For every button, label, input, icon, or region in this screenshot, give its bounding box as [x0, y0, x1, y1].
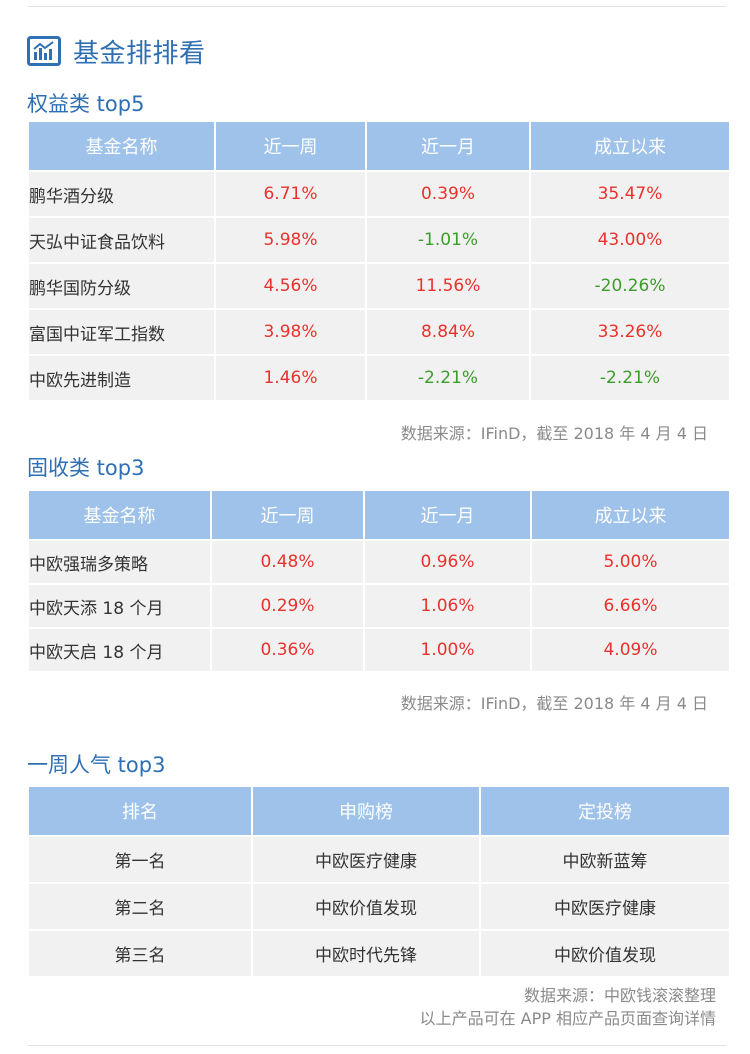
rank-label: 第一名	[29, 837, 251, 882]
popularity-data-source: 数据来源：中欧钱滚滚整理	[523, 986, 716, 1005]
column-header-since-inception: 成立以来	[531, 122, 729, 170]
equity-table: 基金名称 近一周 近一月 成立以来 鹏华酒分级 6.71% 0.39% 35.4…	[27, 120, 731, 402]
week-return: 5.98%	[216, 218, 365, 262]
bottom-divider	[28, 1045, 726, 1046]
month-return: 1.00%	[365, 629, 530, 671]
month-return: -2.21%	[367, 356, 529, 400]
fixed-income-table: 基金名称 近一周 近一月 成立以来 中欧强瑞多策略 0.48% 0.96% 5.…	[27, 489, 731, 673]
month-return: 0.96%	[365, 541, 530, 583]
table-row: 中欧天添 18 个月 0.29% 1.06% 6.66%	[29, 585, 729, 627]
fund-name: 富国中证军工指数	[29, 310, 214, 354]
since-inception-return: 33.26%	[531, 310, 729, 354]
table-row: 中欧先进制造 1.46% -2.21% -2.21%	[29, 356, 729, 400]
table-row: 中欧强瑞多策略 0.48% 0.96% 5.00%	[29, 541, 729, 583]
sip-fund: 中欧新蓝筹	[481, 837, 729, 882]
since-inception-return: 43.00%	[531, 218, 729, 262]
month-return: -1.01%	[367, 218, 529, 262]
column-header-rank: 排名	[29, 787, 251, 835]
week-return: 0.48%	[212, 541, 363, 583]
since-inception-return: -2.21%	[531, 356, 729, 400]
sip-fund: 中欧医疗健康	[481, 884, 729, 929]
column-header-since-inception: 成立以来	[532, 491, 729, 539]
column-header-month: 近一月	[365, 491, 530, 539]
column-header-purchase-ranking: 申购榜	[253, 787, 479, 835]
fund-name: 鹏华酒分级	[29, 172, 214, 216]
page-title: 基金排排看	[73, 38, 206, 69]
week-return: 4.56%	[216, 264, 365, 308]
purchase-fund: 中欧医疗健康	[253, 837, 479, 882]
column-header-fund-name: 基金名称	[29, 491, 210, 539]
week-return: 0.29%	[212, 585, 363, 627]
column-header-fund-name: 基金名称	[29, 122, 214, 170]
since-inception-return: 6.66%	[532, 585, 729, 627]
month-return: 8.84%	[367, 310, 529, 354]
fund-name: 中欧天启 18 个月	[29, 629, 210, 671]
top-divider	[28, 6, 726, 7]
column-header-week: 近一周	[212, 491, 363, 539]
table-row: 第一名 中欧医疗健康 中欧新蓝筹	[29, 837, 729, 882]
fund-name: 中欧强瑞多策略	[29, 541, 210, 583]
since-inception-return: 4.09%	[532, 629, 729, 671]
column-header-week: 近一周	[216, 122, 365, 170]
availability-note: 以上产品可在 APP 相应产品页面查询详情	[419, 1009, 716, 1028]
popularity-section-title: 一周人气 top3	[27, 753, 166, 777]
since-inception-return: 35.47%	[531, 172, 729, 216]
equity-section-title: 权益类 top5	[27, 92, 145, 116]
table-row: 第三名 中欧时代先锋 中欧价值发现	[29, 931, 729, 976]
popularity-table: 排名 申购榜 定投榜 第一名 中欧医疗健康 中欧新蓝筹 第二名 中欧价值发现 中…	[27, 785, 731, 978]
popularity-header-row: 排名 申购榜 定投榜	[29, 787, 729, 835]
rank-label: 第二名	[29, 884, 251, 929]
column-header-sip-ranking: 定投榜	[481, 787, 729, 835]
table-row: 鹏华国防分级 4.56% 11.56% -20.26%	[29, 264, 729, 308]
fund-name: 中欧天添 18 个月	[29, 585, 210, 627]
month-return: 0.39%	[367, 172, 529, 216]
fund-name: 中欧先进制造	[29, 356, 214, 400]
month-return: 1.06%	[365, 585, 530, 627]
equity-header-row: 基金名称 近一周 近一月 成立以来	[29, 122, 729, 170]
page-header: 基金排排看	[27, 33, 206, 69]
since-inception-return: -20.26%	[531, 264, 729, 308]
fixed-income-data-source: 数据来源：IFinD，截至 2018 年 4 月 4 日	[400, 694, 708, 713]
sip-fund: 中欧价值发现	[481, 931, 729, 976]
month-return: 11.56%	[367, 264, 529, 308]
week-return: 0.36%	[212, 629, 363, 671]
rank-label: 第三名	[29, 931, 251, 976]
fund-name: 天弘中证食品饮料	[29, 218, 214, 262]
table-row: 鹏华酒分级 6.71% 0.39% 35.47%	[29, 172, 729, 216]
week-return: 1.46%	[216, 356, 365, 400]
table-row: 中欧天启 18 个月 0.36% 1.00% 4.09%	[29, 629, 729, 671]
fund-name: 鹏华国防分级	[29, 264, 214, 308]
equity-data-source: 数据来源：IFinD，截至 2018 年 4 月 4 日	[400, 424, 708, 443]
purchase-fund: 中欧时代先锋	[253, 931, 479, 976]
table-row: 富国中证军工指数 3.98% 8.84% 33.26%	[29, 310, 729, 354]
week-return: 6.71%	[216, 172, 365, 216]
fixed-income-header-row: 基金名称 近一周 近一月 成立以来	[29, 491, 729, 539]
bar-chart-icon	[27, 36, 61, 66]
week-return: 3.98%	[216, 310, 365, 354]
column-header-month: 近一月	[367, 122, 529, 170]
table-row: 天弘中证食品饮料 5.98% -1.01% 43.00%	[29, 218, 729, 262]
table-row: 第二名 中欧价值发现 中欧医疗健康	[29, 884, 729, 929]
fixed-income-section-title: 固收类 top3	[27, 456, 145, 480]
since-inception-return: 5.00%	[532, 541, 729, 583]
purchase-fund: 中欧价值发现	[253, 884, 479, 929]
